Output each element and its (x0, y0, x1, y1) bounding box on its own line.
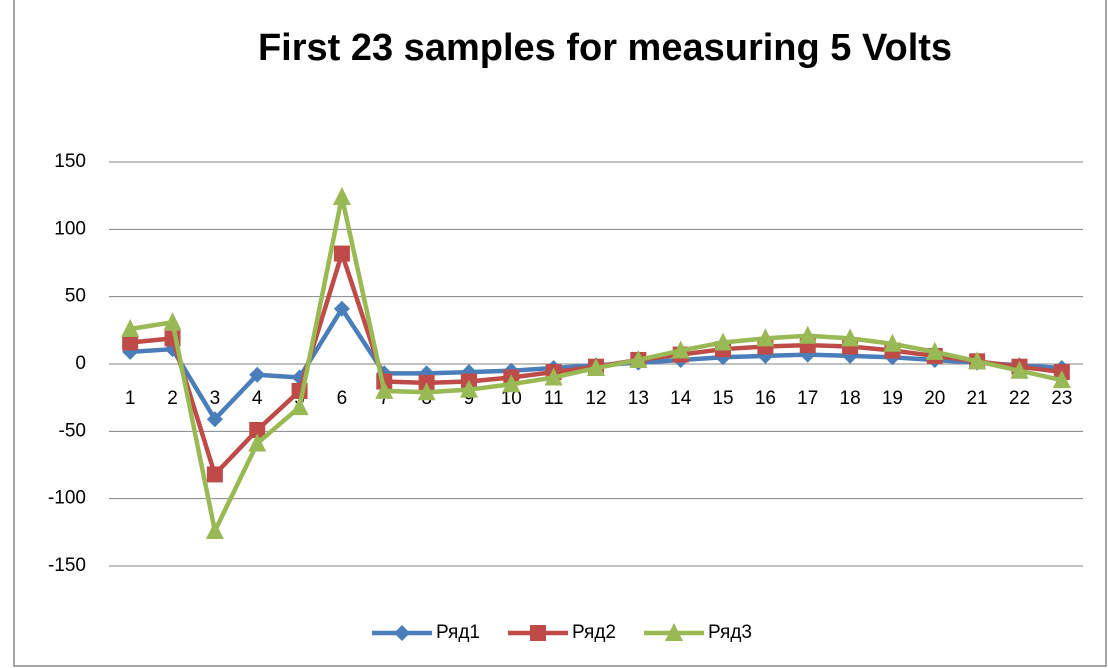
data-point (375, 380, 394, 399)
x-tick-label: 10 (501, 388, 522, 409)
y-tick-label: -100 (48, 488, 86, 509)
x-tick-label: 16 (755, 388, 776, 409)
legend-marker (665, 623, 683, 641)
x-tick-label: 18 (840, 388, 861, 409)
data-point (798, 325, 817, 344)
data-point (249, 366, 266, 383)
data-point (290, 397, 309, 416)
x-tick-label: 15 (712, 388, 733, 409)
data-point (629, 349, 648, 368)
x-tick-label: 13 (628, 388, 649, 409)
data-point (206, 411, 223, 428)
data-point (883, 333, 902, 352)
x-tick-label: 22 (1009, 388, 1030, 409)
x-tick-label: 9 (464, 388, 475, 409)
x-tick-label: 23 (1051, 388, 1072, 409)
x-tick-label: 3 (210, 388, 221, 409)
legend-label: Ряд1 (436, 622, 480, 643)
data-point (121, 318, 140, 337)
x-tick-label: 17 (797, 388, 818, 409)
x-tick-label: 19 (882, 388, 903, 409)
chart-frame (13, 0, 1107, 667)
x-tick-label: 21 (967, 388, 988, 409)
y-tick-label: 150 (54, 151, 86, 172)
x-tick-label: 11 (544, 388, 564, 409)
data-point (248, 433, 267, 452)
data-point (417, 382, 436, 401)
data-point (841, 328, 860, 347)
data-point (968, 351, 987, 370)
data-point (756, 328, 775, 347)
legend-label: Ряд3 (708, 622, 752, 643)
data-point (502, 374, 521, 393)
data-point (459, 379, 478, 398)
data-point (122, 334, 139, 351)
x-tick-label: 1 (125, 388, 136, 409)
x-tick-label: 6 (337, 388, 348, 409)
y-tick-label: 50 (65, 286, 86, 307)
data-point (333, 245, 350, 262)
x-tick-label: 12 (585, 388, 606, 409)
y-tick-label: 100 (54, 218, 86, 239)
chart-title: First 23 samples for measuring 5 Volts (258, 27, 952, 69)
x-tick-label: 20 (924, 388, 945, 409)
x-tick-label: 4 (252, 388, 263, 409)
data-point (925, 341, 944, 360)
y-tick-label: 0 (75, 353, 86, 374)
x-tick-label: 14 (670, 388, 692, 409)
data-point (332, 187, 351, 206)
data-point (587, 358, 605, 377)
data-point (249, 421, 266, 438)
data-point (333, 300, 350, 317)
legend-label: Ряд2 (572, 622, 616, 643)
legend-marker (394, 625, 410, 641)
data-point (671, 340, 690, 359)
data-point (205, 520, 224, 539)
data-point (714, 332, 733, 351)
y-tick-label: -150 (48, 555, 86, 576)
data-point (1010, 360, 1029, 379)
data-point (1052, 370, 1071, 389)
legend-marker (530, 625, 546, 641)
y-tick-label: -50 (59, 420, 86, 441)
data-point (544, 367, 563, 386)
data-point (163, 312, 182, 331)
x-tick-label: 2 (167, 388, 178, 409)
data-point (206, 466, 223, 483)
